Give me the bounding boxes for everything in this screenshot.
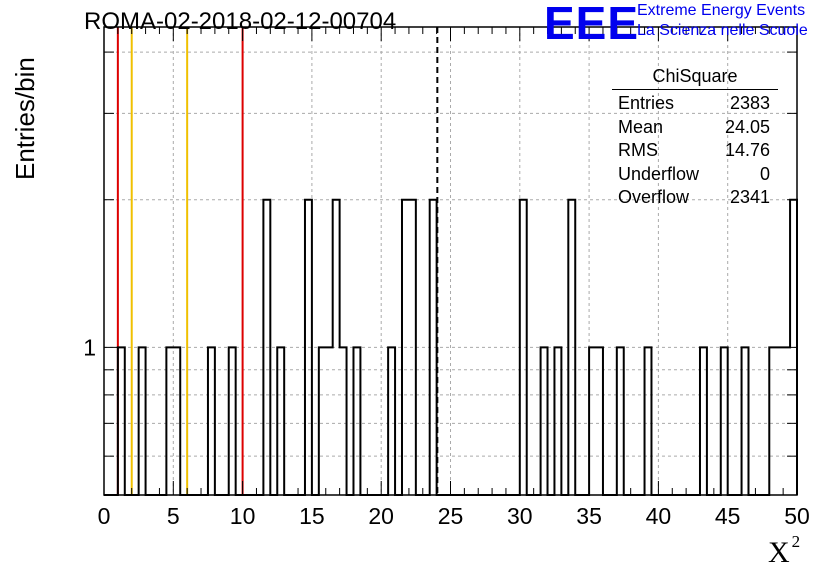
eee-logo-line1: Extreme Energy Events [637,2,806,19]
x-tick-label: 45 [715,503,741,529]
x-tick-label: 10 [230,503,256,529]
x-tick-label: 0 [98,503,111,529]
x-tick-label: 30 [507,503,533,529]
stats-row-rms: RMS 14.76 [612,139,778,163]
x-tick-label: 50 [784,503,810,529]
stats-label: RMS [618,140,658,160]
y-tick-label: 1 [83,334,96,360]
x-tick-label: 35 [576,503,602,529]
stats-value: 2341 [729,187,770,207]
x-tick-label: 25 [438,503,464,529]
stats-label: Overflow [618,187,690,207]
stats-row-mean: Mean 24.05 [612,116,778,140]
x-tick-label: 20 [368,503,394,529]
y-axis-label: Entries/bin [10,57,40,180]
stats-row-overflow: Overflow 2341 [612,186,778,210]
stats-label: Underflow [618,163,700,184]
x-tick-label: 15 [299,503,325,529]
stats-value: 0 [759,163,770,184]
x-axis-label-text: X [768,536,790,569]
stats-label: Mean [618,116,664,137]
stats-value: 24.05 [724,116,770,137]
stats-box: ChiSquare Entries 2383 Mean 24.05 RMS 14.76… [612,66,778,210]
stats-value: 14.76 [724,140,770,160]
stats-row-underflow: Underflow 0 [612,163,778,187]
x-axis-label-superscript: 2 [791,532,801,551]
eee-logo: EEE [544,0,640,49]
stats-row-entries: Entries 2383 [612,92,778,116]
run-title: ROMA-02-2018-02-12-00704 [84,8,397,35]
x-tick-label: 5 [167,503,180,529]
stats-label: Entries [618,93,675,113]
stats-title: ChiSquare [612,66,778,90]
eee-logo-line2: La Scienza nelle Scuole [637,22,808,39]
x-tick-label: 40 [646,503,672,529]
stats-value: 2383 [729,93,770,113]
